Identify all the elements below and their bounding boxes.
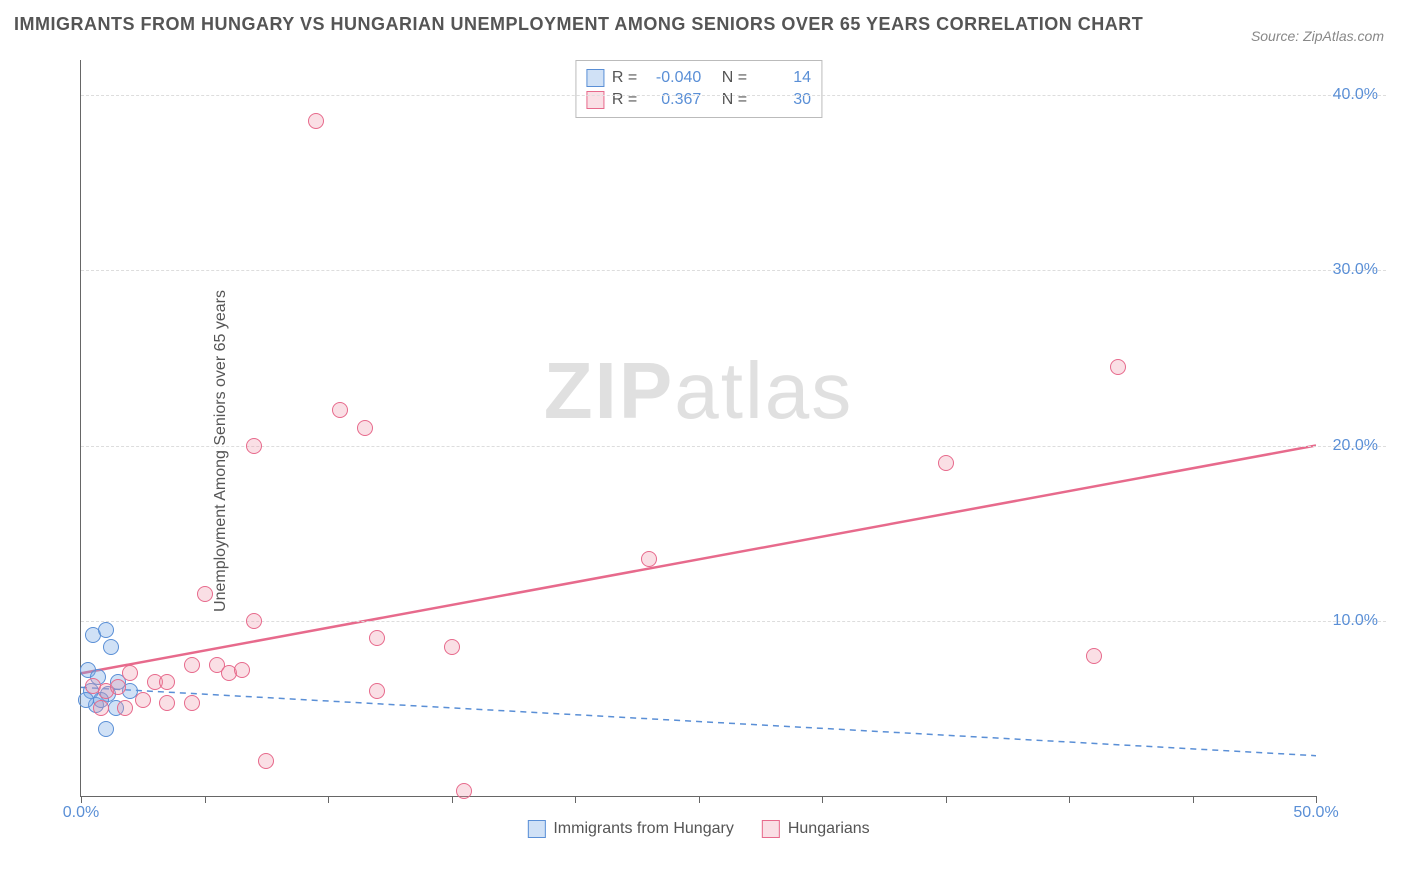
scatter-point (93, 700, 109, 716)
legend-item-a: Immigrants from Hungary (527, 820, 734, 838)
x-tick (946, 796, 947, 803)
stat-n-label: N = (722, 89, 747, 111)
source-attribution: Source: ZipAtlas.com (1251, 28, 1384, 44)
legend-label-b: Hungarians (788, 820, 870, 838)
x-tick (1316, 796, 1317, 803)
scatter-point (98, 721, 114, 737)
scatter-point (332, 402, 348, 418)
scatter-point (258, 753, 274, 769)
scatter-point (456, 783, 472, 799)
scatter-point (159, 674, 175, 690)
stat-n-value-a: 14 (755, 67, 811, 89)
x-tick (81, 796, 82, 803)
y-tick-label: 20.0% (1333, 437, 1378, 455)
x-tick (328, 796, 329, 803)
x-tick (1193, 796, 1194, 803)
scatter-point (117, 700, 133, 716)
series-legend: Immigrants from Hungary Hungarians (527, 820, 869, 838)
x-tick (699, 796, 700, 803)
scatter-point (444, 639, 460, 655)
stats-legend: R = -0.040 N = 14 R = 0.367 N = 30 (575, 60, 822, 118)
trend-line (81, 687, 1316, 755)
stat-n-value-b: 30 (755, 89, 811, 111)
scatter-point (308, 113, 324, 129)
x-tick (452, 796, 453, 803)
scatter-point (369, 630, 385, 646)
gridline (81, 446, 1386, 447)
chart-title: IMMIGRANTS FROM HUNGARY VS HUNGARIAN UNE… (14, 14, 1143, 35)
scatter-point (159, 695, 175, 711)
stats-row-b: R = 0.367 N = 30 (586, 89, 811, 111)
scatter-point (369, 683, 385, 699)
stat-r-value-a: -0.040 (645, 67, 701, 89)
scatter-point (98, 622, 114, 638)
legend-item-b: Hungarians (762, 820, 870, 838)
stat-r-value-b: 0.367 (645, 89, 701, 111)
scatter-point (357, 420, 373, 436)
scatter-point (103, 639, 119, 655)
x-tick-label: 0.0% (63, 804, 99, 822)
stat-r-label: R = (612, 67, 637, 89)
watermark-light: atlas (674, 346, 853, 435)
plot-area: ZIPatlas R = -0.040 N = 14 R = 0.367 N =… (80, 60, 1316, 797)
x-tick (575, 796, 576, 803)
watermark: ZIPatlas (544, 345, 853, 437)
stats-row-a: R = -0.040 N = 14 (586, 67, 811, 89)
scatter-point (197, 586, 213, 602)
y-tick-label: 10.0% (1333, 612, 1378, 630)
swatch-icon (762, 820, 780, 838)
scatter-point (122, 665, 138, 681)
scatter-point (135, 692, 151, 708)
chart-container: Unemployment Among Seniors over 65 years… (50, 60, 1386, 842)
scatter-point (234, 662, 250, 678)
stat-n-label: N = (722, 67, 747, 89)
gridline (81, 621, 1386, 622)
x-tick (822, 796, 823, 803)
scatter-point (110, 679, 126, 695)
scatter-point (184, 657, 200, 673)
scatter-point (246, 438, 262, 454)
scatter-point (641, 551, 657, 567)
swatch-icon (586, 69, 604, 87)
scatter-point (1086, 648, 1102, 664)
x-tick (1069, 796, 1070, 803)
swatch-icon (527, 820, 545, 838)
trend-line (81, 446, 1316, 674)
trend-lines (81, 60, 1316, 796)
scatter-point (184, 695, 200, 711)
scatter-point (1110, 359, 1126, 375)
x-tick-label: 50.0% (1293, 804, 1338, 822)
scatter-point (938, 455, 954, 471)
y-tick-label: 30.0% (1333, 261, 1378, 279)
swatch-icon (586, 91, 604, 109)
legend-label-a: Immigrants from Hungary (553, 820, 734, 838)
x-tick (205, 796, 206, 803)
gridline (81, 95, 1386, 96)
watermark-bold: ZIP (544, 346, 674, 435)
gridline (81, 270, 1386, 271)
stat-r-label: R = (612, 89, 637, 111)
scatter-point (246, 613, 262, 629)
scatter-point (78, 692, 94, 708)
y-tick-label: 40.0% (1333, 86, 1378, 104)
